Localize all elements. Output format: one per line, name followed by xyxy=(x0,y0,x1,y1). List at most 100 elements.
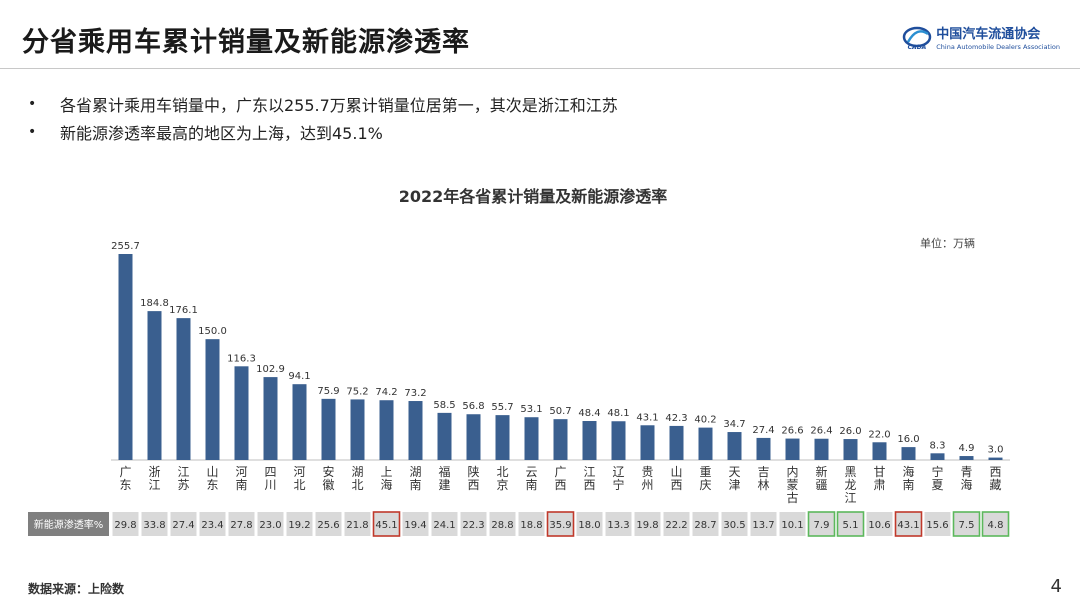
data-label: 27.4 xyxy=(752,425,774,436)
svg-text:CADA: CADA xyxy=(908,44,927,51)
data-label: 102.9 xyxy=(256,364,285,375)
category-label: 北 xyxy=(351,478,363,492)
data-label: 42.3 xyxy=(665,413,687,424)
bar xyxy=(727,432,742,460)
category-label: 藏 xyxy=(989,478,1001,492)
bar xyxy=(843,439,858,460)
data-label: 94.1 xyxy=(288,371,310,382)
category-label: 蒙 xyxy=(786,478,798,492)
logo-chinese-name: 中国汽车流通协会 xyxy=(936,27,1041,42)
table-cell xyxy=(866,512,893,536)
bar xyxy=(292,384,307,460)
table-value: 45.1 xyxy=(375,520,397,531)
bar xyxy=(379,400,394,460)
category-label: 京 xyxy=(496,478,508,492)
table-cell xyxy=(518,512,545,536)
category-label: 西 xyxy=(554,478,566,492)
category-label: 江 xyxy=(148,478,160,492)
bar xyxy=(756,437,771,460)
table-value: 7.9 xyxy=(814,520,830,531)
bar xyxy=(582,421,597,460)
table-cell xyxy=(807,511,836,537)
table-value: 4.8 xyxy=(988,520,1004,531)
category-label: 湖 xyxy=(409,464,421,479)
bar xyxy=(176,318,191,460)
data-label: 34.7 xyxy=(723,419,745,430)
data-label: 40.2 xyxy=(694,415,716,426)
table-value: 5.1 xyxy=(843,520,859,531)
bullet-item: • 新能源渗透率最高的地区为上海，达到45.1% xyxy=(28,118,618,146)
table-cell xyxy=(663,512,690,536)
data-label: 116.3 xyxy=(227,353,256,364)
table-cell xyxy=(924,512,951,536)
category-label: 青 xyxy=(960,465,972,479)
data-label: 3.0 xyxy=(988,445,1004,456)
table-cell xyxy=(286,512,313,536)
table-cell xyxy=(460,512,487,536)
table-value: 18.0 xyxy=(578,520,600,531)
category-label: 北 xyxy=(496,465,508,479)
table-cell xyxy=(372,511,401,537)
table-value: 19.8 xyxy=(636,520,658,531)
bar xyxy=(611,421,626,460)
bar xyxy=(988,457,1003,460)
bar xyxy=(234,366,249,460)
category-label: 海 xyxy=(960,477,972,492)
category-label: 海 xyxy=(902,464,914,479)
header-divider xyxy=(0,68,1080,69)
category-label: 贵 xyxy=(641,465,653,479)
penetration-table: 新能源渗透率% 29.8 33.8 27.4 23.4 27.8 23.0 19.2 25.6 2… xyxy=(28,511,1010,537)
table-value: 19.2 xyxy=(288,520,310,531)
data-label: 50.7 xyxy=(549,406,571,417)
bar xyxy=(901,447,916,460)
table-value: 13.7 xyxy=(752,520,774,531)
category-label: 吉 xyxy=(757,465,769,479)
data-label: 75.2 xyxy=(346,386,368,397)
bullet-dot: • xyxy=(28,96,37,112)
bar xyxy=(263,377,278,460)
category-label: 江 xyxy=(583,465,595,479)
bar xyxy=(466,414,481,460)
category-label: 甘 xyxy=(873,465,885,479)
table-value: 21.8 xyxy=(346,520,368,531)
table-value: 10.6 xyxy=(868,520,890,531)
data-source: 数据来源：上险数 xyxy=(28,582,125,596)
category-label: 建 xyxy=(438,478,450,492)
bullet-text: 各省累计乘用车销量中，广东以255.7万累计销量位居第一，其次是浙江和江苏 xyxy=(60,96,618,115)
table-value: 25.6 xyxy=(317,520,339,531)
table-cell xyxy=(546,511,575,537)
category-label: 南 xyxy=(235,477,247,492)
table-value: 24.1 xyxy=(433,520,455,531)
table-cell xyxy=(170,512,197,536)
category-label: 疆 xyxy=(815,478,827,492)
table-cell xyxy=(894,511,923,537)
table-value: 27.8 xyxy=(230,520,252,531)
category-label: 徽 xyxy=(322,477,334,492)
table-value: 27.4 xyxy=(172,520,194,531)
table-cell xyxy=(315,512,342,536)
category-label: 海 xyxy=(380,477,392,492)
data-label: 48.4 xyxy=(578,408,600,419)
category-label: 川 xyxy=(264,478,276,492)
data-label: 176.1 xyxy=(169,305,198,316)
table-value: 28.8 xyxy=(491,520,513,531)
category-label: 江 xyxy=(844,491,856,505)
bar xyxy=(437,412,452,460)
table-value: 33.8 xyxy=(143,520,165,531)
data-label: 75.9 xyxy=(317,386,339,397)
table-cell xyxy=(721,512,748,536)
category-label: 林 xyxy=(757,478,769,492)
data-label: 55.7 xyxy=(491,402,513,413)
category-label: 州 xyxy=(641,478,653,492)
category-label: 宁 xyxy=(612,477,624,492)
category-label: 重 xyxy=(699,465,711,479)
bullet-dot: • xyxy=(28,124,37,140)
logo-english-name: China Automobile Dealers Association xyxy=(936,43,1060,51)
data-label: 56.8 xyxy=(462,401,484,412)
table-cell xyxy=(489,512,516,536)
category-label: 南 xyxy=(902,477,914,492)
data-label: 8.3 xyxy=(930,440,946,451)
table-cell xyxy=(344,512,371,536)
bar xyxy=(350,399,365,460)
bullet-item: • 各省累计乘用车销量中，广东以255.7万累计销量位居第一，其次是浙江和江苏 xyxy=(28,90,618,118)
